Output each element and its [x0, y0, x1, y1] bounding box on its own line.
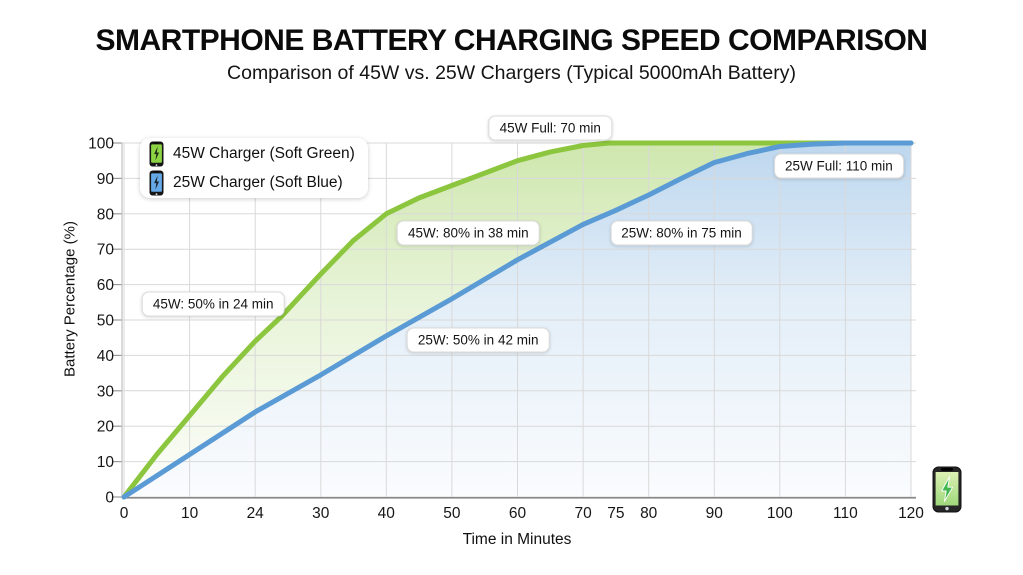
svg-text:50: 50 [97, 313, 115, 330]
svg-text:60: 60 [509, 505, 527, 522]
svg-text:120: 120 [898, 505, 924, 522]
svg-text:75: 75 [607, 505, 624, 522]
svg-text:40: 40 [378, 505, 396, 522]
annotation-pill: 45W: 80% in 38 min [397, 220, 540, 246]
svg-text:110: 110 [833, 505, 858, 522]
chart-title: SMARTPHONE BATTERY CHARGING SPEED COMPAR… [95, 24, 928, 57]
y-axis-title: Battery Percentage (%) [61, 221, 79, 377]
legend-item-label: 45W Charger (Soft Green) [173, 144, 355, 162]
x-axis-title: Time in Minutes [462, 531, 572, 548]
svg-text:0: 0 [120, 505, 129, 522]
line-45w-charger [121, 140, 914, 500]
svg-text:60: 60 [97, 277, 115, 294]
svg-text:24: 24 [247, 505, 265, 522]
svg-text:90: 90 [706, 505, 724, 522]
svg-text:90: 90 [97, 171, 115, 188]
line-25w-charger [121, 140, 914, 500]
phone-charging-blue-icon [149, 170, 164, 196]
svg-text:80: 80 [640, 505, 658, 522]
legend-item: 25W Charger (Soft Blue) [149, 170, 368, 196]
svg-text:20: 20 [97, 419, 115, 436]
svg-text:50: 50 [443, 505, 461, 522]
svg-text:70: 70 [574, 505, 592, 522]
annotation-pill: 45W: 50% in 24 min [141, 291, 285, 317]
svg-text:10: 10 [97, 454, 115, 471]
svg-text:40: 40 [97, 348, 115, 365]
legend-item-label: 25W Charger (Soft Blue) [173, 173, 343, 191]
annotation-pill: 25W: 80% in 75 min [610, 220, 753, 246]
phone-charging-icon [932, 466, 962, 518]
svg-text:30: 30 [312, 505, 330, 522]
annotation-pill: 25W Full: 110 min [773, 153, 904, 179]
svg-text:30: 30 [97, 383, 115, 400]
svg-text:100: 100 [88, 136, 114, 153]
chart-subtitle: Comparison of 45W vs. 25W Chargers (Typi… [227, 62, 796, 84]
svg-text:70: 70 [97, 242, 115, 259]
annotation-pill: 25W: 50% in 42 min [406, 327, 550, 353]
x-tick-labels: 0 10 24 30 40 50 60 70 75 80 90 100 110 120 [120, 505, 925, 522]
svg-text:80: 80 [97, 206, 115, 223]
legend-item: 45W Charger (Soft Green) [149, 141, 368, 167]
svg-text:10: 10 [181, 505, 199, 522]
legend: 45W Charger (Soft Green) 25W Charger (Sof… [140, 138, 368, 198]
svg-text:100: 100 [767, 505, 793, 522]
annotation-pill: 45W Full: 70 min [488, 115, 612, 141]
phone-charging-green-icon [149, 141, 164, 167]
svg-text:0: 0 [105, 490, 114, 507]
